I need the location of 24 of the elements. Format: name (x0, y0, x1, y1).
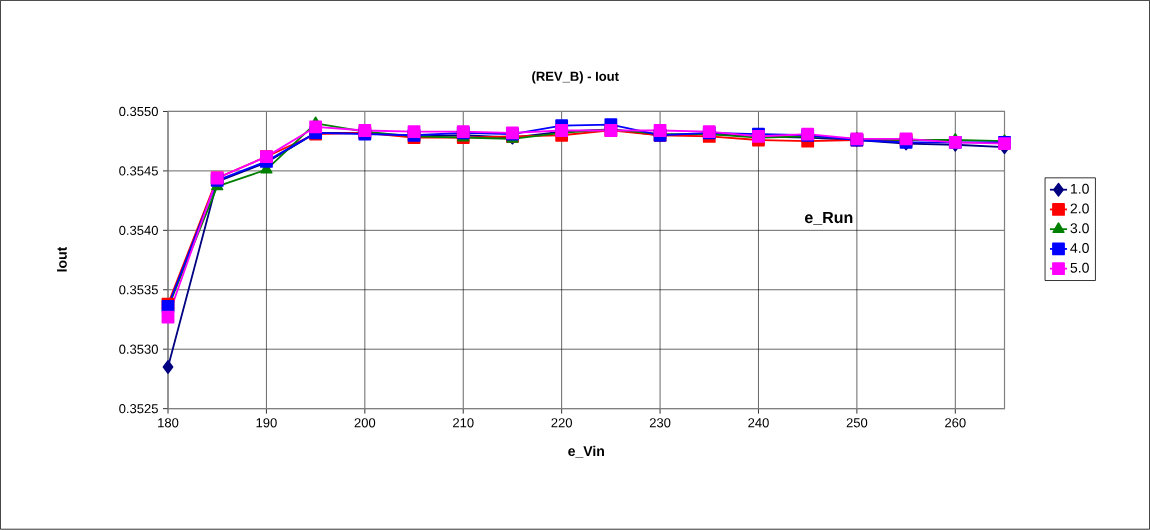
legend-label: 2.0 (1070, 203, 1089, 214)
y-tick-label: 0.3525 (119, 404, 158, 414)
legend-label: 5.0 (1070, 262, 1089, 273)
x-tick-label: 200 (354, 418, 376, 428)
x-axis-title: e_Vin (568, 445, 604, 458)
y-tick-label: 0.3540 (119, 225, 158, 236)
x-tick-label: 230 (649, 418, 671, 428)
chart-title: (REV_B) - Iout (532, 71, 619, 84)
legend-label: 4.0 (1070, 243, 1089, 254)
x-tick-label: 210 (453, 418, 474, 428)
y-axis-title: Iout (57, 247, 67, 272)
x-tick-label: 220 (551, 418, 572, 428)
x-tick-label: 250 (846, 418, 868, 428)
y-tick-label: 0.3550 (119, 107, 158, 117)
y-tick-label: 0.3545 (119, 166, 158, 176)
legend-label: 1.0 (1071, 184, 1089, 194)
x-tick-label: 260 (945, 418, 966, 428)
x-tick-label: 180 (158, 418, 179, 428)
legend-title: e_Run (805, 212, 853, 226)
legend-label: 3.0 (1070, 223, 1089, 234)
y-tick-label: 0.3535 (119, 285, 158, 295)
y-tick-label: 0.3530 (119, 344, 158, 354)
x-tick-label: 240 (748, 418, 769, 428)
x-tick-label: 190 (256, 418, 277, 428)
